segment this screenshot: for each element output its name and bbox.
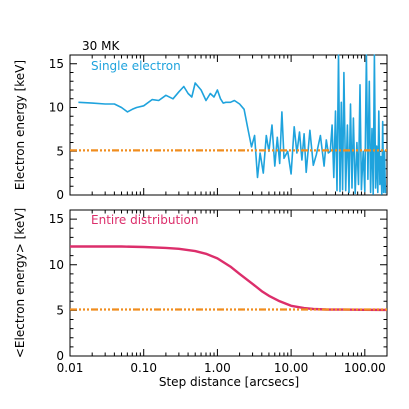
bottom-y-ticks: 0 5 10 15 xyxy=(49,209,387,363)
bottom-series-label: Entire distribution xyxy=(91,213,198,227)
bottom-series-line-0 xyxy=(70,245,388,312)
x-axis-label: Step distance [arcsecs] xyxy=(159,375,299,389)
y-tick-label: 5 xyxy=(56,303,64,317)
x-tick-label: 1.00 xyxy=(204,361,231,375)
y-tick-label: 5 xyxy=(56,144,64,158)
bottom-series-group xyxy=(70,245,388,312)
top-series-line-0 xyxy=(78,54,387,195)
top-series-group xyxy=(70,54,387,195)
y-tick-label: 10 xyxy=(49,101,64,115)
top-x-ticks xyxy=(69,55,388,195)
top-y-axis-label: Electron energy [keV] xyxy=(13,60,27,190)
bottom-panel-frame xyxy=(69,209,388,357)
x-tick-label: 0.01 xyxy=(57,361,84,375)
y-tick-label: 0 xyxy=(56,188,64,202)
bottom-x-ticks: 0.01 0.10 1.00 10.00 100.00 xyxy=(57,210,388,375)
x-tick-label: 100.00 xyxy=(344,361,386,375)
bottom-panel: 0.01 0.10 1.00 10.00 100.00 0 5 10 15 Entire di… xyxy=(13,208,388,389)
top-annotation: 30 MK xyxy=(82,39,120,53)
y-tick-label: 0 xyxy=(56,349,64,363)
x-tick-label: 10.00 xyxy=(274,361,308,375)
y-tick-label: 15 xyxy=(49,212,64,226)
y-tick-label: 15 xyxy=(49,57,64,71)
top-series-label: Single electron xyxy=(91,59,181,73)
x-tick-label: 0.10 xyxy=(130,361,157,375)
bottom-y-axis-label: <Electron energy> [keV] xyxy=(13,208,27,358)
y-tick-label: 10 xyxy=(49,258,64,272)
top-panel: 0 5 10 15 30 MK Single electron Electron en… xyxy=(13,39,388,202)
